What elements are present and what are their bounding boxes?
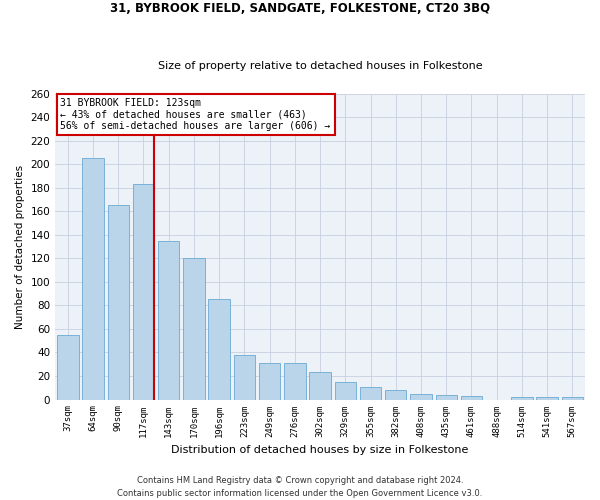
Text: 31, BYBROOK FIELD, SANDGATE, FOLKESTONE, CT20 3BQ: 31, BYBROOK FIELD, SANDGATE, FOLKESTONE,…	[110, 2, 490, 16]
Title: Size of property relative to detached houses in Folkestone: Size of property relative to detached ho…	[158, 60, 482, 70]
Text: 31 BYBROOK FIELD: 123sqm
← 43% of detached houses are smaller (463)
56% of semi-: 31 BYBROOK FIELD: 123sqm ← 43% of detach…	[61, 98, 331, 132]
Bar	[360, 386, 381, 400]
Bar	[461, 396, 482, 400]
Bar	[133, 184, 154, 400]
Bar	[511, 397, 533, 400]
X-axis label: Distribution of detached houses by size in Folkestone: Distribution of detached houses by size …	[172, 445, 469, 455]
Y-axis label: Number of detached properties: Number of detached properties	[15, 164, 25, 328]
Bar	[436, 395, 457, 400]
Text: Contains HM Land Registry data © Crown copyright and database right 2024.
Contai: Contains HM Land Registry data © Crown c…	[118, 476, 482, 498]
Bar	[284, 363, 305, 400]
Bar	[335, 382, 356, 400]
Bar	[82, 158, 104, 400]
Bar	[385, 390, 406, 400]
Bar	[183, 258, 205, 400]
Bar	[562, 397, 583, 400]
Bar	[208, 300, 230, 400]
Bar	[536, 397, 558, 400]
Bar	[57, 335, 79, 400]
Bar	[158, 240, 179, 400]
Bar	[107, 206, 129, 400]
Bar	[410, 394, 432, 400]
Bar	[310, 372, 331, 400]
Bar	[233, 355, 255, 400]
Bar	[259, 363, 280, 400]
